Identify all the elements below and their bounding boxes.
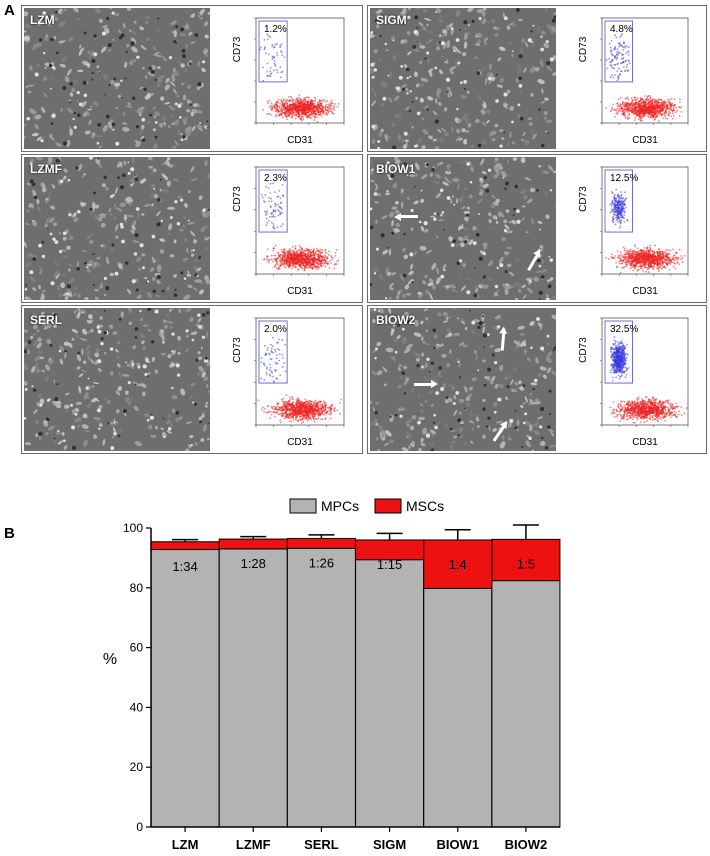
sample-panel-lzm: LZM 1.2% CD31 CD73 (21, 5, 363, 152)
x-axis-label: CD31 (632, 286, 658, 297)
bar-mpcs (491, 580, 561, 828)
ratio-label: 1:15 (377, 557, 402, 572)
gate-percentage: 4.8% (610, 24, 633, 35)
gate-percentage: 2.3% (264, 173, 287, 184)
micrograph-lzm: LZM (24, 8, 210, 149)
ratio-label: 1:4 (449, 557, 467, 572)
x-axis-label: CD31 (287, 135, 313, 146)
stacked-bar-chart: MPCs MSCs 1:34 LZM 1:28 LZMF 1:26 SERL 1:15 SIGM 1… (103, 498, 561, 852)
y-axis-label: CD73 (578, 186, 589, 212)
bar-mscs (150, 541, 220, 551)
bar-mpcs (423, 587, 493, 828)
micrograph-lzmf: LZMF (24, 157, 210, 300)
sample-panel-biow1: BIOW1 12.5% CD31 CD73 (367, 154, 707, 303)
ratio-label: 1:34 (172, 559, 197, 574)
y-axis-label: CD73 (578, 36, 589, 62)
legend-label-mscs: MSCs (406, 498, 444, 514)
y-axis-label: CD73 (232, 36, 243, 62)
bar-mscs (423, 539, 493, 589)
y-tick-label: 40 (130, 700, 144, 714)
y-tick-label: 100 (123, 521, 143, 535)
arrow-icon (414, 380, 438, 388)
ratio-label: 1:26 (309, 555, 334, 570)
micrograph-serl: SERL (24, 308, 210, 451)
bar-mpcs (355, 559, 425, 828)
gate-percentage: 1.2% (264, 24, 287, 35)
y-axis-label: CD73 (232, 186, 243, 212)
bar-mscs (286, 537, 356, 549)
sample-label: BIOW2 (376, 313, 416, 327)
ratio-label: 1:28 (241, 556, 266, 571)
sample-label: SIGM (376, 13, 407, 27)
bar-mscs (491, 538, 561, 582)
legend-label-mpcs: MPCs (321, 498, 359, 514)
bar-mpcs (150, 549, 220, 828)
y-tick-label: 60 (130, 641, 144, 655)
panel-a-letter: A (4, 2, 15, 19)
x-tick-label: BIOW1 (436, 837, 479, 852)
y-axis-label: CD73 (232, 337, 243, 363)
x-tick-label: LZMF (236, 837, 271, 852)
sample-panel-serl: SERL 2.0% CD31 CD73 (21, 305, 363, 454)
arrow-icon (400, 215, 418, 218)
gate-percentage: 32.5% (610, 324, 638, 335)
x-axis-label: CD31 (632, 437, 658, 448)
y-axis-label: CD73 (578, 337, 589, 363)
panel-b-letter: B (4, 525, 15, 542)
x-tick-label: BIOW2 (505, 837, 548, 852)
bar-mpcs (218, 548, 288, 828)
micrograph-biow2: BIOW2 (370, 308, 556, 451)
sample-label: BIOW1 (376, 162, 416, 176)
flow-plot-lzm: 1.2% CD31 CD73 (216, 8, 360, 154)
sample-label: LZMF (30, 162, 62, 176)
legend-swatch-mpcs (289, 498, 317, 514)
sample-label: SERL (30, 313, 63, 327)
y-tick-label: 80 (130, 581, 144, 595)
x-tick-label: LZM (172, 837, 199, 852)
sample-panel-sigm: SIGM 4.8% CD31 CD73 (367, 5, 707, 152)
x-axis-label: CD31 (287, 286, 313, 297)
y-axis-label: % (103, 651, 117, 668)
flow-plot-sigm: 4.8% CD31 CD73 (562, 8, 704, 154)
sample-label: LZM (30, 13, 55, 27)
flow-plot-serl: 2.0% CD31 CD73 (216, 308, 360, 456)
gate-percentage: 12.5% (610, 173, 638, 184)
gate-percentage: 2.0% (264, 324, 287, 335)
bar-mscs (218, 538, 288, 550)
micrograph-sigm: SIGM (370, 8, 556, 149)
y-tick-label: 20 (130, 760, 144, 774)
flow-plot-biow1: 12.5% CD31 CD73 (562, 157, 704, 305)
sample-panel-lzmf: LZMF 2.3% CD31 CD73 (21, 154, 363, 303)
x-tick-label: SERL (304, 837, 339, 852)
flow-plot-lzmf: 2.3% CD31 CD73 (216, 157, 360, 305)
sample-panel-biow2: BIOW2 32.5% CD31 CD73 (367, 305, 707, 454)
y-tick-label: 0 (136, 820, 143, 834)
flow-plot-biow2: 32.5% CD31 CD73 (562, 308, 704, 456)
x-axis-label: CD31 (632, 135, 658, 146)
bar-mpcs (286, 547, 356, 828)
x-tick-label: SIGM (373, 837, 406, 852)
legend-swatch-mscs (374, 498, 402, 514)
ratio-label: 1:5 (517, 556, 535, 571)
micrograph-biow1: BIOW1 (370, 157, 556, 300)
x-axis-label: CD31 (287, 437, 313, 448)
